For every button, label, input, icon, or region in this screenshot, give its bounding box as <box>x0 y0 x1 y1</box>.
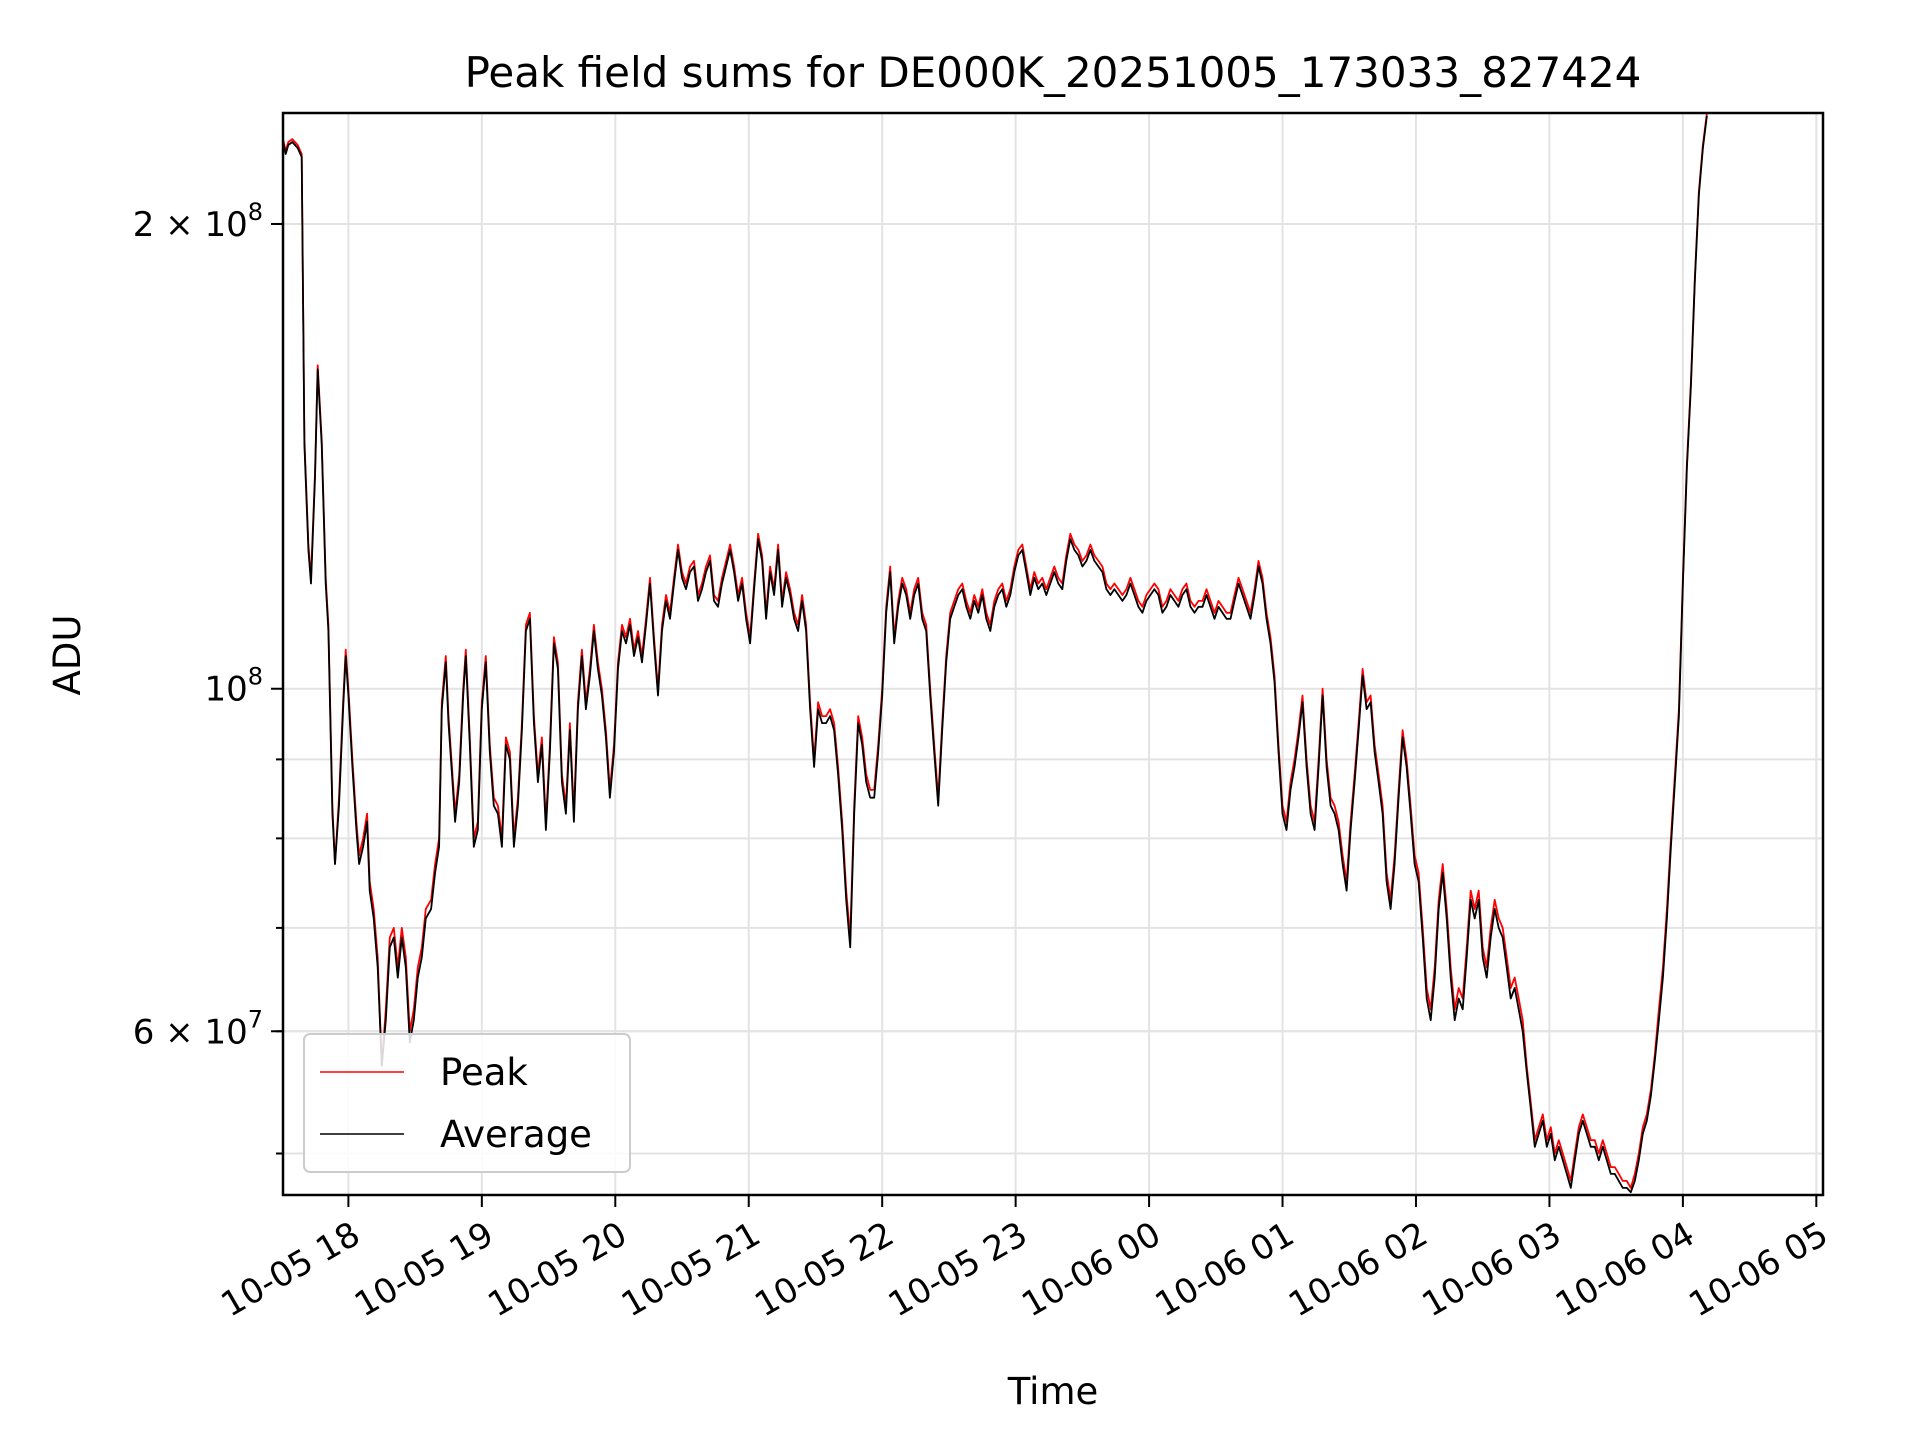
y-tick-mantissa: 2 × 10 <box>133 205 248 245</box>
series-line-average <box>283 115 1708 1194</box>
legend-label-peak: Peak <box>440 1051 528 1094</box>
legend-box <box>303 1033 631 1173</box>
y-tick-exponent: 7 <box>248 1005 263 1033</box>
series-lines <box>283 113 1708 1194</box>
y-axis-label: ADU <box>46 615 89 696</box>
y-tick-label: 2 × 108 <box>133 198 263 245</box>
plot-area-frame <box>281 111 1825 1197</box>
x-axis-label: Time <box>1007 1370 1099 1413</box>
y-tick-exponent: 8 <box>248 198 263 226</box>
legend-label-average: Average <box>440 1113 592 1156</box>
y-tick-mantissa: 6 × 10 <box>133 1012 248 1052</box>
legend: Peak Average <box>303 1033 631 1173</box>
chart-title: Peak field sums for DE000K_20251005_1730… <box>465 48 1642 97</box>
y-tick-label: 6 × 107 <box>133 1005 263 1052</box>
y-tick-exponent: 8 <box>248 663 263 691</box>
y-tick-label: 108 <box>204 663 263 710</box>
y-tick-mantissa: 10 <box>204 670 247 710</box>
grid-lines <box>283 113 1823 1195</box>
